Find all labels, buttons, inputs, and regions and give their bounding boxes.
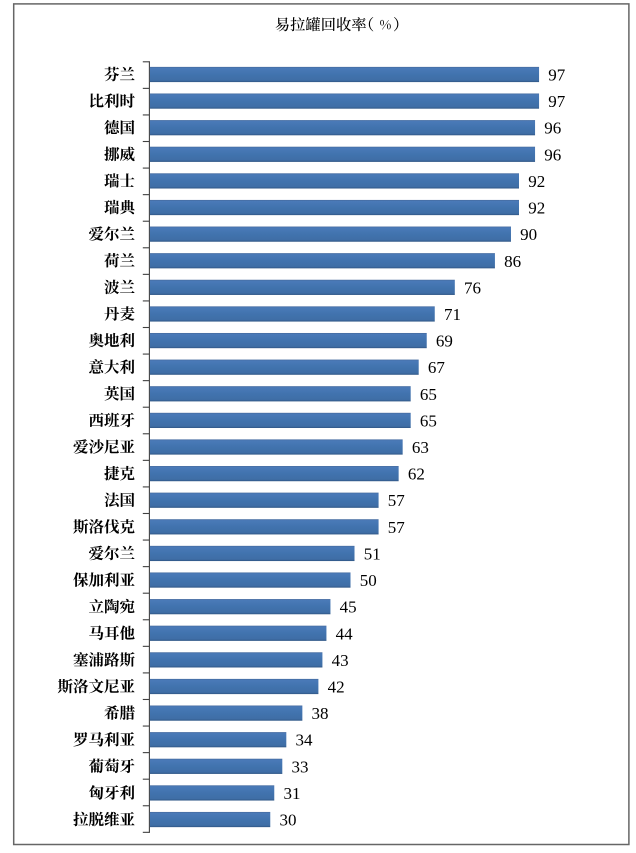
svg-text:30: 30	[279, 811, 296, 830]
svg-text:67: 67	[428, 358, 446, 377]
svg-text:63: 63	[412, 438, 429, 457]
svg-text:86: 86	[504, 252, 521, 271]
svg-text:96: 96	[544, 145, 561, 164]
svg-text:57: 57	[388, 518, 406, 537]
svg-text:92: 92	[528, 172, 545, 191]
svg-text:38: 38	[312, 704, 329, 723]
svg-text:31: 31	[283, 784, 300, 803]
svg-text:65: 65	[420, 411, 437, 430]
svg-text:69: 69	[436, 332, 453, 351]
svg-text:57: 57	[388, 491, 406, 510]
svg-text:45: 45	[340, 598, 357, 617]
svg-text:44: 44	[336, 624, 354, 643]
svg-text:71: 71	[444, 305, 461, 324]
svg-text:43: 43	[332, 651, 349, 670]
svg-text:76: 76	[464, 278, 481, 297]
svg-text:62: 62	[408, 465, 425, 484]
svg-text:96: 96	[544, 119, 561, 138]
svg-text:33: 33	[292, 757, 309, 776]
svg-text:51: 51	[364, 544, 381, 563]
svg-text:50: 50	[360, 571, 377, 590]
svg-text:42: 42	[328, 678, 345, 697]
svg-text:97: 97	[548, 92, 566, 111]
svg-text:65: 65	[420, 385, 437, 404]
svg-text:90: 90	[520, 225, 537, 244]
svg-text:34: 34	[296, 731, 314, 750]
svg-text:97: 97	[548, 65, 566, 84]
svg-text:92: 92	[528, 199, 545, 218]
